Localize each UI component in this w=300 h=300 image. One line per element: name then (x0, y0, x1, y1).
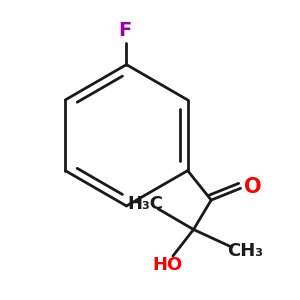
Text: O: O (244, 177, 261, 197)
Text: HO: HO (152, 256, 183, 274)
Text: H₃C: H₃C (128, 195, 164, 213)
Text: F: F (118, 21, 132, 40)
Text: CH₃: CH₃ (227, 242, 263, 260)
